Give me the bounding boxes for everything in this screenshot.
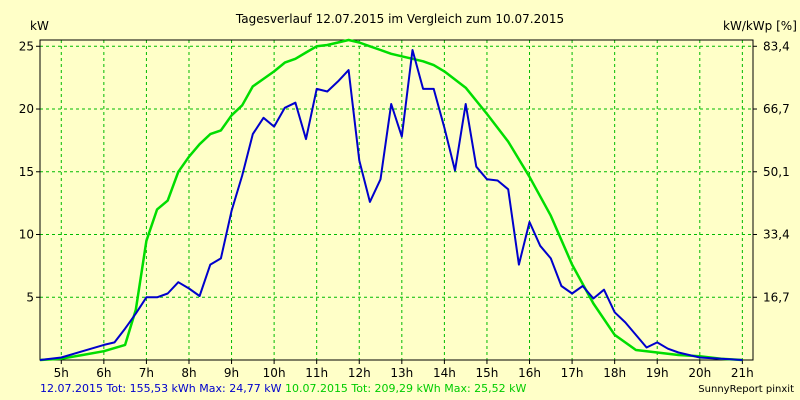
x-tick-label: 13h (390, 366, 413, 380)
y-axis-left: 5 10 15 20 25 (19, 39, 40, 304)
x-tick-label: 21h (731, 366, 754, 380)
x-tick-label: 8h (181, 366, 196, 380)
legend-series-2: 10.07.2015 Tot: 209,29 kWh Max: 25,52 kW (284, 382, 527, 395)
y-axis-label-right: kW/kWp [%] (723, 19, 797, 33)
x-tick-label: 9h (224, 366, 239, 380)
y2-tick-label: 50,1 (763, 165, 790, 179)
x-tick-label: 12h (348, 366, 371, 380)
x-tick-label: 14h (433, 366, 456, 380)
y-tick-label: 10 (19, 228, 34, 242)
plot-area-border (39, 39, 754, 361)
grid (40, 40, 753, 360)
y2-tick-label: 16,7 (763, 290, 790, 304)
x-tick-label: 11h (305, 366, 328, 380)
x-tick-label: 18h (603, 366, 626, 380)
credit-text: SunnyReport pinxit (698, 384, 794, 395)
y-tick-label: 5 (26, 290, 34, 304)
x-tick-label: 16h (518, 366, 541, 380)
legend-series-1: 12.07.2015 Tot: 155,53 kWh Max: 24,77 kW (40, 382, 282, 395)
y-tick-label: 15 (19, 165, 34, 179)
y2-tick-label: 83,4 (763, 39, 790, 53)
chart-title: Tagesverlauf 12.07.2015 im Vergleich zum… (235, 12, 564, 26)
x-tick-label: 5h (54, 366, 69, 380)
y-axis-label-left: kW (30, 19, 49, 33)
x-tick-label: 19h (646, 366, 669, 380)
y-axis-right: 16,7 33,4 50,1 66,7 83,4 (753, 39, 790, 304)
series-group (39, 38, 743, 362)
x-tick-label: 7h (139, 366, 154, 380)
x-axis: 5h 6h 7h 8h 9h 10h 11h 12h 13h 14h 15h 16h 17h 18h 19h… (54, 360, 754, 380)
y2-tick-label: 66,7 (763, 102, 790, 116)
y-tick-label: 25 (19, 39, 34, 53)
x-tick-label: 17h (561, 366, 584, 380)
x-tick-label: 20h (688, 366, 711, 380)
series-line-10-07-2015 (39, 38, 743, 362)
series-line-12-07-2015 (39, 49, 743, 361)
y2-tick-label: 33,4 (763, 228, 790, 242)
y-tick-label: 20 (19, 102, 34, 116)
x-tick-label: 15h (476, 366, 499, 380)
x-tick-label: 6h (96, 366, 111, 380)
footer-legend: 12.07.2015 Tot: 155,53 kWh Max: 24,77 kW… (40, 382, 526, 395)
x-tick-label: 10h (263, 366, 286, 380)
